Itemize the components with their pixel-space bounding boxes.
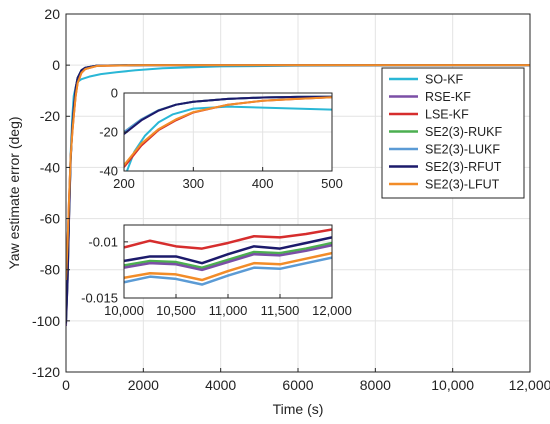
legend: SO-KF RSE-KF LSE-KF SE2(3)-RUKF SE2(3)-LUKF S… <box>381 67 525 199</box>
legend-label-so-kf: SO-KF <box>425 73 464 87</box>
main-x-tick-label: 12,000 <box>509 377 550 393</box>
inset-early-series-line-se2-3-rfut <box>124 95 332 135</box>
main-y-tick-label: -20 <box>40 108 60 124</box>
main-y-tick-label: -120 <box>32 364 60 380</box>
main-x-tick-label: 2000 <box>128 377 159 393</box>
main-y-tick-label: -80 <box>40 262 60 278</box>
main-x-axis: 0 2000 4000 6000 8000 10,000 12,000 <box>62 368 550 393</box>
inset-late-axes: 10,000 10,500 11,000 11,500 12,000 -0.015 -0.0… <box>81 234 352 318</box>
inset-late-y-tick-label: -0.01 <box>88 234 118 249</box>
main-x-tick-label: 10,000 <box>431 377 474 393</box>
main-y-tick-label: 20 <box>44 6 60 22</box>
legend-label-se2-3-lfut: SE2(3)-LFUT <box>425 178 500 192</box>
inset-late-x-tick-label: 11,000 <box>209 303 248 318</box>
inset-early-y-tick-label: 0 <box>111 86 118 101</box>
legend-label-se2-3-rukf: SE2(3)-RUKF <box>425 125 502 139</box>
y-axis-label: Yaw estimate error (deg) <box>6 116 22 269</box>
inset-late-y-tick-label: -0.015 <box>81 291 118 306</box>
inset-late-x-tick-label: 10,000 <box>104 303 144 318</box>
legend-label-lse-kf: LSE-KF <box>425 108 469 122</box>
main-y-tick-label: 0 <box>52 57 60 73</box>
inset-early-series-lines <box>124 95 332 171</box>
legend-label-rse-kf: RSE-KF <box>425 90 471 104</box>
legend-box <box>381 67 525 199</box>
main-x-tick-label: 4000 <box>205 377 236 393</box>
inset-late-series-line-se2-3-lfut <box>124 251 332 282</box>
inset-early-x-tick-label: 500 <box>321 176 343 191</box>
inset-late-series-line-lse-kf <box>124 228 332 250</box>
inset-early-y-tick-label: -40 <box>99 164 118 179</box>
inset-zoom-late: 10,000 10,500 11,000 11,500 12,000 -0.015 -0.0… <box>81 224 352 318</box>
inset-zoom-early: 200 300 400 500 -40 -20 0 <box>99 86 343 191</box>
main-y-tick-label: -60 <box>40 210 60 226</box>
inset-late-x-tick-label: 11,500 <box>261 303 300 318</box>
inset-early-x-tick-label: 300 <box>182 176 204 191</box>
inset-early-y-tick-label: -20 <box>99 125 118 140</box>
legend-label-se2-3-rfut: SE2(3)-RFUT <box>425 160 502 174</box>
main-y-tick-label: -100 <box>32 313 60 329</box>
main-x-tick-label: 8000 <box>360 377 391 393</box>
inset-late-series-line-se2-3-lukf <box>124 256 332 286</box>
inset-late-x-tick-label: 12,000 <box>312 303 352 318</box>
inset-early-series-line-so-kf <box>125 105 332 171</box>
main-y-tick-label: -40 <box>40 159 60 175</box>
inset-early-x-tick-label: 400 <box>252 176 274 191</box>
inset-late-series-lines <box>124 228 332 286</box>
main-series-line-se2-3-lfut <box>66 64 530 280</box>
x-axis-label: Time (s) <box>273 401 324 417</box>
main-x-tick-label: 0 <box>62 377 70 393</box>
inset-late-x-tick-label: 10,500 <box>156 303 196 318</box>
legend-label-se2-3-lukf: SE2(3)-LUKF <box>425 143 500 157</box>
main-x-tick-label: 6000 <box>282 377 313 393</box>
main-y-axis: -120 -100 -80 -60 -40 -20 0 20 <box>32 6 70 380</box>
inset-early-x-tick-label: 200 <box>113 176 135 191</box>
inset-late-series-line-se2-3-rfut <box>124 236 332 265</box>
inset-late-series-line-se2-3-rukf <box>124 241 332 269</box>
inset-early-axes: 200 300 400 500 -40 -20 0 <box>99 86 343 191</box>
inset-late-series-line-rse-kf <box>124 243 332 272</box>
legend-items: SO-KF RSE-KF LSE-KF SE2(3)-RUKF SE2(3)-LUKF S… <box>389 73 502 192</box>
inset-early-series-line-se2-3-lfut <box>124 96 332 166</box>
